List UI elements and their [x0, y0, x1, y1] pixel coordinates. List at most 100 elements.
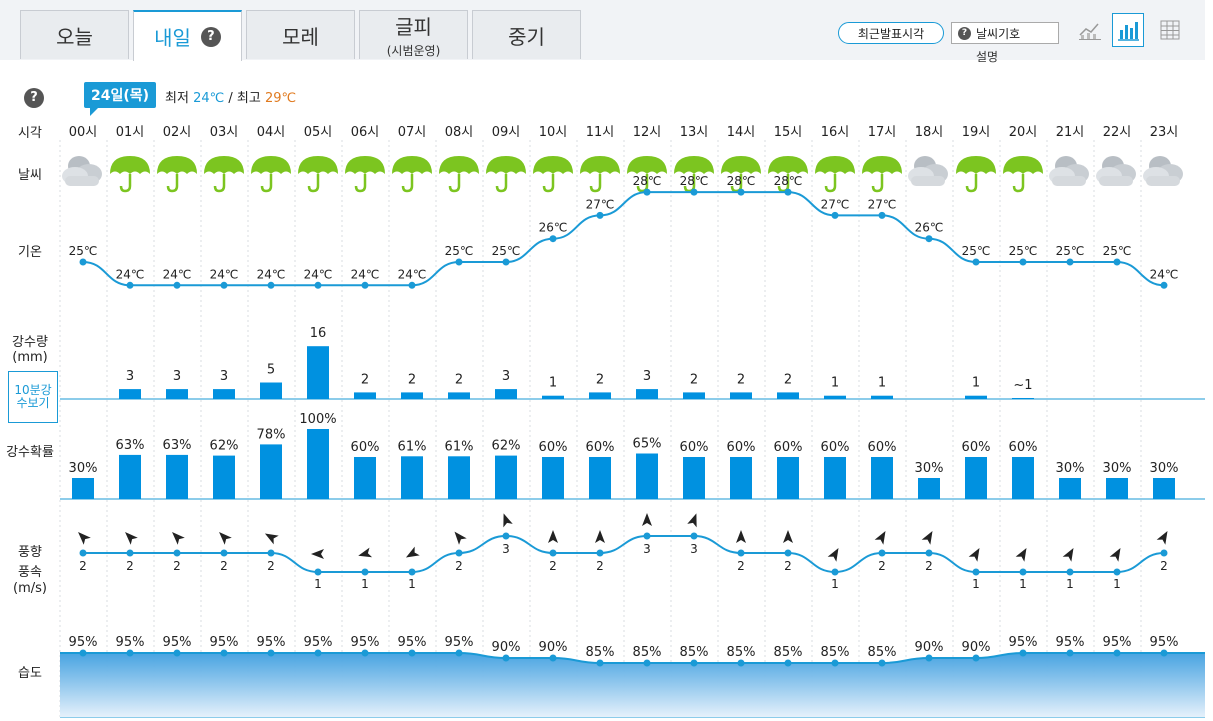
prob-bar: [730, 457, 752, 499]
wind-point: [408, 568, 416, 576]
table-view-button[interactable]: [1154, 13, 1186, 47]
temp-point: [831, 211, 839, 219]
prob-label: 60%: [1009, 440, 1038, 455]
tab-tomorrow[interactable]: 내일 ?: [133, 10, 242, 61]
tab-midterm[interactable]: 중기: [472, 10, 581, 59]
ten-minute-rain-button[interactable]: 10분강수보기: [8, 371, 58, 423]
humidity-label: 85%: [868, 645, 897, 660]
temp-point: [737, 188, 745, 196]
prob-bar: [213, 455, 235, 499]
weather-symbol-sub: 설명: [976, 50, 999, 64]
rain-umbrella-icon: [204, 156, 244, 193]
tab-three-days-label: 글피: [395, 15, 432, 39]
humidity-point: [784, 659, 792, 667]
temp-point: [643, 188, 651, 196]
wind-arrow-icon: [78, 532, 91, 545]
prob-label: 30%: [1150, 461, 1179, 476]
prob-bar: [448, 456, 470, 499]
temp-label: 28℃: [633, 174, 662, 188]
rain-label: 3: [502, 369, 510, 384]
temp-label: 24℃: [116, 267, 145, 281]
wind-arrow-icon: [125, 532, 138, 545]
prob-bar: [918, 478, 940, 499]
humidity-label: 95%: [398, 635, 427, 650]
hour-label: 15시: [774, 125, 803, 140]
hour-label: 12시: [633, 125, 662, 140]
prob-label: 63%: [116, 438, 145, 453]
help-icon[interactable]: ?: [24, 88, 44, 108]
rain-umbrella-icon: [345, 156, 385, 193]
prob-bar: [307, 429, 329, 499]
wind-speed-label: 3: [690, 542, 698, 556]
humidity-point: [314, 649, 322, 657]
tab-tomorrow-label: 내일: [154, 26, 191, 50]
humidity-point: [737, 659, 745, 667]
rain-umbrella-icon: [862, 156, 902, 193]
wind-arrow-icon: [1109, 547, 1121, 562]
temp-point: [126, 281, 134, 289]
humidity-label: 95%: [1056, 635, 1085, 650]
bar-chart-view-button[interactable]: [1112, 13, 1144, 47]
min-temp-value: 24℃: [193, 91, 225, 106]
rain-umbrella-icon: [251, 156, 291, 193]
prob-bar: [542, 457, 564, 499]
prob-label: 60%: [586, 440, 615, 455]
wind-speed-label: 2: [1160, 559, 1168, 573]
temp-label: 25℃: [69, 244, 98, 258]
temp-point: [1066, 258, 1074, 266]
line-chart-view-button[interactable]: [1074, 13, 1106, 47]
prob-bar: [72, 478, 94, 499]
humidity-label: 85%: [774, 645, 803, 660]
rain-bar: [260, 382, 282, 399]
row-label-wind-unit: (m/s): [13, 581, 47, 596]
humidity-label: 95%: [304, 635, 333, 650]
row-label-wind-dir: 풍향: [18, 545, 42, 560]
wind-point: [878, 549, 886, 557]
cloudy-icon: [1143, 156, 1183, 186]
tab-today[interactable]: 오늘: [20, 10, 129, 59]
hour-label: 21시: [1056, 125, 1085, 140]
humidity-point: [1019, 649, 1027, 657]
humidity-line: [60, 652, 1205, 664]
humidity-point: [126, 649, 134, 657]
hour-label: 01시: [116, 125, 145, 140]
rain-label: 3: [220, 369, 228, 384]
wind-arrow-icon: [783, 530, 793, 543]
rain-umbrella-icon: [533, 156, 573, 193]
temp-point: [972, 258, 980, 266]
min-max-temp: 최저 24℃ / 최고 29℃: [165, 87, 296, 106]
rain-bar: [448, 392, 470, 399]
row-label-rain: 강수량: [12, 335, 48, 350]
prob-label: 60%: [868, 440, 897, 455]
temp-label: 28℃: [680, 174, 709, 188]
tab-three-days-sub: (시범운영): [386, 44, 441, 58]
wind-point: [831, 568, 839, 576]
recent-release-button[interactable]: 최근발표시각: [838, 22, 944, 44]
humidity-point: [267, 649, 275, 657]
wind-arrow-icon: [642, 513, 652, 526]
min-temp-label: 최저: [165, 91, 189, 106]
wind-arrow-icon: [687, 513, 697, 528]
prob-bar: [683, 457, 705, 499]
temp-label: 24℃: [257, 267, 286, 281]
temp-point: [455, 258, 463, 266]
hour-label: 06시: [351, 125, 380, 140]
humidity-point: [596, 659, 604, 667]
tab-day-after[interactable]: 모레: [246, 10, 355, 59]
humidity-point: [1113, 649, 1121, 657]
temp-point: [596, 211, 604, 219]
wind-point: [925, 549, 933, 557]
wind-arrow-icon: [1156, 530, 1168, 545]
rain-umbrella-icon: [1003, 156, 1043, 193]
wind-point: [737, 549, 745, 557]
tab-three-days[interactable]: 글피 (시범운영): [359, 10, 468, 59]
help-icon: ?: [958, 26, 971, 40]
recent-release-label: 최근발표시각: [857, 26, 925, 41]
rain-label: 1: [549, 376, 557, 391]
hour-label: 05시: [304, 125, 333, 140]
wind-arrow-icon: [503, 513, 513, 528]
weather-symbol-button[interactable]: ? 날씨기호: [951, 22, 1059, 44]
help-icon[interactable]: ?: [200, 26, 221, 47]
temp-point: [502, 258, 510, 266]
humidity-point: [220, 649, 228, 657]
